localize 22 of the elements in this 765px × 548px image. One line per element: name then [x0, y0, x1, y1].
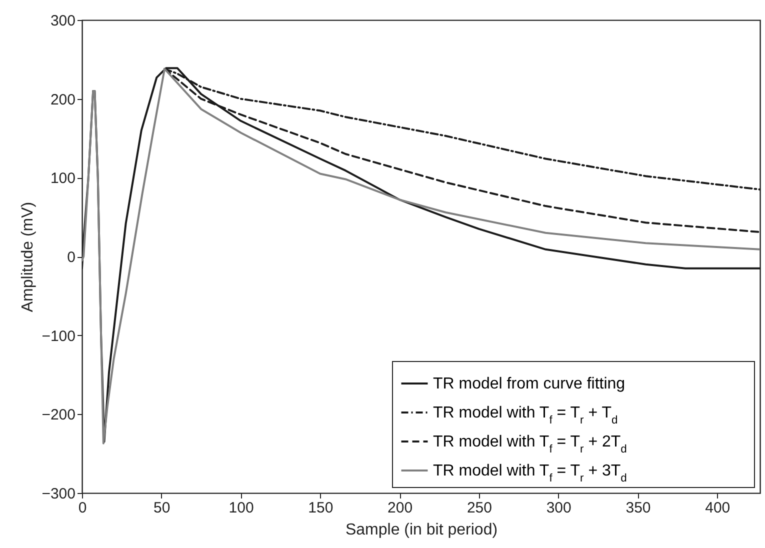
- x-tick-label: 400: [705, 500, 730, 516]
- y-axis-title: Amplitude (mV): [20, 202, 37, 312]
- y-tick-label: −100: [42, 328, 76, 345]
- x-tick-label: 250: [466, 500, 492, 516]
- legend-label: TR model with T$_{f}$ = T$_{r}$ + 2T$_{d}$: [433, 434, 627, 456]
- y-tick-label: 300: [50, 12, 76, 30]
- x-tick-label: 100: [228, 500, 254, 516]
- legend-label: TR model with T$_{f}$ = T$_{r}$ + 3T$_{d}$: [433, 462, 627, 484]
- x-axis-title: Sample (in bit period): [345, 522, 498, 538]
- x-tick-label: 300: [546, 500, 572, 516]
- legend-label: TR model with T$_{f}$ = T$_{r}$ + T$_{d}$: [433, 404, 618, 426]
- y-tick-label: 0: [67, 249, 76, 266]
- y-tick-label: 100: [50, 170, 76, 188]
- legend-label: TR model from curve fitting: [433, 376, 626, 392]
- y-tick-label: −200: [42, 406, 76, 424]
- y-tick-label: −300: [42, 486, 76, 502]
- x-tick-label: 50: [154, 500, 170, 516]
- x-tick-label: 350: [626, 500, 651, 516]
- y-tick-label: 200: [50, 91, 76, 108]
- x-tick-label: 150: [308, 500, 334, 516]
- x-tick-label: 0: [78, 500, 87, 516]
- x-tick-label: 200: [388, 500, 413, 516]
